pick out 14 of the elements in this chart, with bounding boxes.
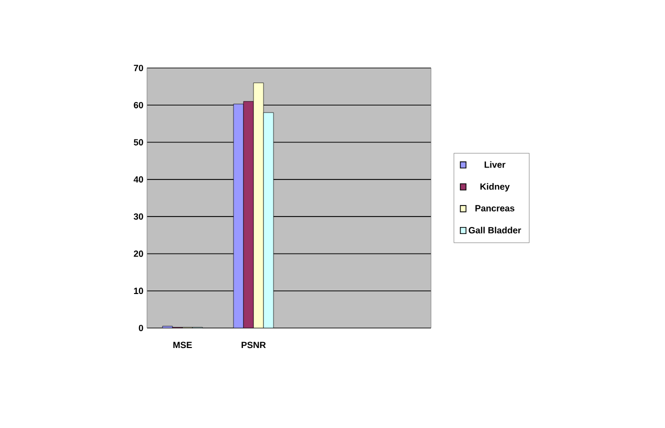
legend-label: Liver bbox=[484, 161, 506, 168]
y-tick-label: 40 bbox=[134, 176, 144, 183]
y-tick-label: 0 bbox=[138, 324, 144, 332]
y-tick-label: 10 bbox=[134, 288, 144, 294]
legend-label: Kidney bbox=[480, 183, 510, 192]
legend-label: Gall Bladder bbox=[468, 226, 522, 234]
x-tick-label: MSE bbox=[173, 342, 192, 348]
y-tick-label: 30 bbox=[134, 213, 144, 220]
y-tick-label: 50 bbox=[134, 139, 144, 146]
y-tick-label: 60 bbox=[134, 102, 144, 108]
x-tick-label: PSNR bbox=[242, 342, 266, 348]
legend-label: Pancreas bbox=[475, 205, 514, 212]
y-tick-label: 70 bbox=[134, 64, 144, 72]
y-tick-label: 20 bbox=[134, 250, 144, 257]
